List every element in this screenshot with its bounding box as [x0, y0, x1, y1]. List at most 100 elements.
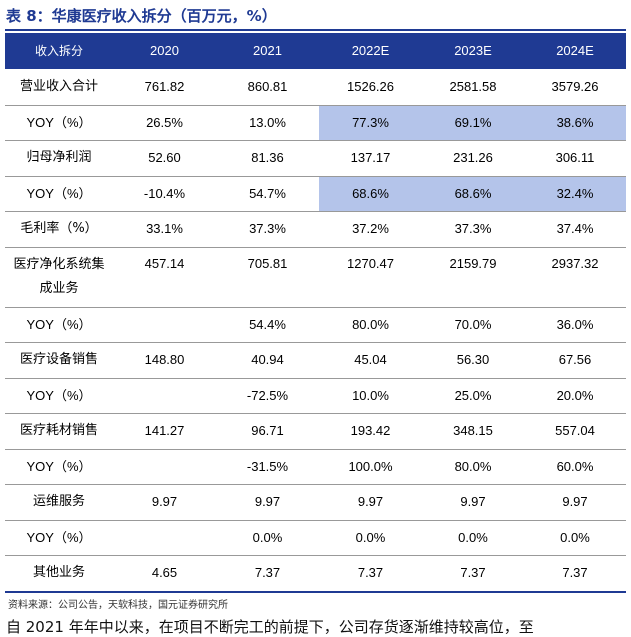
table-cell: 26.5% [113, 105, 216, 141]
table-cell: 69.1% [422, 105, 524, 141]
table-row: 运维服务 9.97 9.97 9.97 9.97 9.97 [5, 484, 626, 521]
row-label: 运维服务 [5, 484, 113, 521]
table-cell: 231.26 [422, 140, 524, 177]
table-cell: 36.0% [524, 307, 626, 343]
row-label-line: 医疗净化系统集 [13, 257, 105, 272]
table-cell: 860.81 [216, 69, 319, 106]
table-cell: 54.7% [216, 176, 319, 212]
table-cell: 0.0% [216, 520, 319, 556]
table-cell: 81.36 [216, 140, 319, 177]
table-cell: -10.4% [113, 176, 216, 212]
row-label: YOY（%） [5, 105, 113, 141]
table-cell: 9.97 [216, 484, 319, 521]
header-year-2021: 2021 [216, 33, 319, 69]
table-cell: 148.80 [113, 342, 216, 379]
table-cell [113, 378, 216, 414]
table-cell: 557.04 [524, 413, 626, 450]
table-cell: 40.94 [216, 342, 319, 379]
table-cell: 77.3% [319, 105, 422, 141]
table-cell: 9.97 [319, 484, 422, 521]
table-cell: 0.0% [319, 520, 422, 556]
table-title: 表 8：华康医疗收入拆分（百万元，%） [6, 7, 277, 25]
table-cell: 54.4% [216, 307, 319, 343]
table-cell: 13.0% [216, 105, 319, 141]
table-cell: 70.0% [422, 307, 524, 343]
table-cell: 38.6% [524, 105, 626, 141]
table-header-row: 收入拆分 2020 2021 2022E 2023E 2024E [5, 33, 626, 69]
table-cell: 7.37 [216, 555, 319, 592]
header-year-2020: 2020 [113, 33, 216, 69]
table-row: 医疗净化系统集 成业务 457.14 705.81 1270.47 2159.7… [5, 247, 626, 308]
table-cell: 45.04 [319, 342, 422, 379]
row-label: 医疗设备销售 [5, 342, 113, 379]
table-cell: 52.60 [113, 140, 216, 177]
table-cell: 1270.47 [319, 247, 422, 308]
table-cell: 2581.58 [422, 69, 524, 106]
row-label: YOY（%） [5, 176, 113, 212]
table-cell: 10.0% [319, 378, 422, 414]
table-cell: 20.0% [524, 378, 626, 414]
table-cell: 348.15 [422, 413, 524, 450]
header-label: 收入拆分 [5, 33, 113, 69]
table-cell: 100.0% [319, 449, 422, 485]
row-label: 医疗耗材销售 [5, 413, 113, 450]
table-cell: 37.4% [524, 211, 626, 248]
table-cell: 7.37 [319, 555, 422, 592]
header-year-2024e: 2024E [524, 33, 626, 69]
table-cell: -31.5% [216, 449, 319, 485]
table-cell: 9.97 [422, 484, 524, 521]
table-cell: 137.17 [319, 140, 422, 177]
table-cell: 37.2% [319, 211, 422, 248]
table-cell [113, 449, 216, 485]
row-label: YOY（%） [5, 307, 113, 343]
table-cell: 80.0% [422, 449, 524, 485]
table-row: 营业收入合计 761.82 860.81 1526.26 2581.58 357… [5, 69, 626, 106]
table-cell: 0.0% [422, 520, 524, 556]
revenue-breakdown-table: 收入拆分 2020 2021 2022E 2023E 2024E 营业收入合计 … [5, 33, 626, 592]
table-row: YOY（%） 54.4% 80.0% 70.0% 36.0% [5, 307, 626, 343]
table-cell: 193.42 [319, 413, 422, 450]
table-cell: 4.65 [113, 555, 216, 592]
row-label: 营业收入合计 [5, 69, 113, 106]
body-text-fragment: 自 2021 年年中以来，在项目不断完工的前提下，公司存货逐渐维持较高位，至 [6, 618, 534, 636]
title-divider [5, 29, 626, 31]
table-bottom-divider [5, 591, 626, 593]
table-cell: 32.4% [524, 176, 626, 212]
table-cell: 1526.26 [319, 69, 422, 106]
table-cell: 2159.79 [422, 247, 524, 308]
table-row: 毛利率（%） 33.1% 37.3% 37.2% 37.3% 37.4% [5, 211, 626, 248]
table-cell: 37.3% [216, 211, 319, 248]
table-cell [113, 520, 216, 556]
table-row: 医疗耗材销售 141.27 96.71 193.42 348.15 557.04 [5, 413, 626, 450]
row-label-wrapped: 医疗净化系统集 成业务 [5, 247, 113, 308]
table-row: 医疗设备销售 148.80 40.94 45.04 56.30 67.56 [5, 342, 626, 379]
table-cell: 141.27 [113, 413, 216, 450]
table-cell: 9.97 [524, 484, 626, 521]
row-label: 毛利率（%） [5, 211, 113, 248]
row-label: 其他业务 [5, 555, 113, 592]
table-cell: -72.5% [216, 378, 319, 414]
table-cell: 457.14 [113, 247, 216, 308]
table-cell: 60.0% [524, 449, 626, 485]
table-cell: 3579.26 [524, 69, 626, 106]
header-year-2023e: 2023E [422, 33, 524, 69]
table-cell: 7.37 [524, 555, 626, 592]
row-label: YOY（%） [5, 520, 113, 556]
table-row: YOY（%） 26.5% 13.0% 77.3% 69.1% 38.6% [5, 105, 626, 141]
table-cell: 67.56 [524, 342, 626, 379]
row-label: 归母净利润 [5, 140, 113, 177]
row-label: YOY（%） [5, 378, 113, 414]
table-cell: 9.97 [113, 484, 216, 521]
table-cell: 0.0% [524, 520, 626, 556]
table-cell: 37.3% [422, 211, 524, 248]
table-cell: 68.6% [422, 176, 524, 212]
table-row: YOY（%） 0.0% 0.0% 0.0% 0.0% [5, 520, 626, 556]
table-row: YOY（%） -72.5% 10.0% 25.0% 20.0% [5, 378, 626, 414]
row-label-line: 成业务 [39, 281, 79, 296]
table-row: YOY（%） -10.4% 54.7% 68.6% 68.6% 32.4% [5, 176, 626, 212]
table-cell: 7.37 [422, 555, 524, 592]
table-row: 归母净利润 52.60 81.36 137.17 231.26 306.11 [5, 140, 626, 177]
table-cell: 2937.32 [524, 247, 626, 308]
table-cell: 306.11 [524, 140, 626, 177]
table-cell: 761.82 [113, 69, 216, 106]
